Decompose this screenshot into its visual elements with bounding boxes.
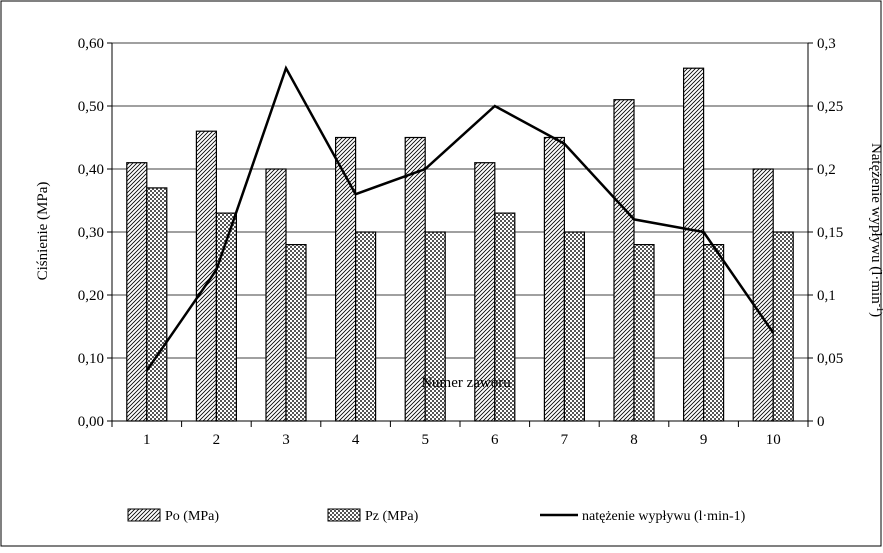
legend-item-pz: Pz (MPa) (327, 508, 419, 524)
y-tick-label: 0,20 (78, 288, 104, 304)
bar-pz (146, 187, 168, 422)
x-tick-label: 4 (352, 432, 360, 448)
bar-po (752, 168, 774, 422)
bar-pz (633, 244, 655, 422)
bar-pz (772, 231, 794, 422)
bars (126, 67, 794, 422)
y2-axis-label: Natężenie wypływu (l·min-1) (868, 143, 883, 317)
x-tick-label: 6 (491, 432, 499, 448)
legend-swatch-pz (327, 508, 361, 522)
y2-tick-label: 0,3 (817, 36, 836, 52)
line-series (145, 65, 775, 372)
bar-po (265, 168, 287, 422)
axes: 0,00 0,10 0,20 0,30 0,40 0,50 0,60 0 0,05 0,1 0,15… (78, 36, 844, 448)
legend-item-flow: natężenie wypływu (l·min-1) (540, 509, 746, 524)
bar-pz (285, 244, 307, 422)
y2-tick-label: 0,15 (817, 225, 843, 241)
x-tick-label: 9 (700, 432, 708, 448)
bar-pz (355, 231, 377, 422)
x-tick-label: 2 (213, 432, 221, 448)
y-tick-label: 0,10 (78, 351, 104, 367)
y2-axis-label-main: Natężenie wypływu (l·min (868, 143, 883, 304)
legend-swatch-po (127, 508, 161, 522)
bar-pz (702, 244, 725, 422)
x-tick-label: 3 (282, 432, 290, 448)
x-tick-label: 5 (421, 432, 429, 448)
bar-po (613, 99, 635, 422)
legend: Po (MPa) Pz (MPa) natężenie wypływu (l·m… (127, 508, 746, 524)
y2-axis-label-sup: -1 (874, 304, 883, 312)
x-tick-label: 7 (561, 432, 569, 448)
y-axis-label: Ciśnienie (MPa) (35, 182, 51, 281)
legend-label-po: Po (MPa) (165, 509, 219, 524)
x-tick-label: 10 (766, 432, 781, 448)
x-tick-label: 1 (143, 432, 151, 448)
bar-po (682, 67, 705, 422)
y2-tick-label: 0,2 (817, 162, 836, 178)
bar-po (335, 136, 357, 422)
line-flow (145, 65, 775, 372)
bar-po (126, 162, 148, 422)
x-tick-label: 8 (630, 432, 638, 448)
y2-tick-label: 0,05 (817, 351, 843, 367)
bar-pz (563, 231, 586, 422)
y2-axis-label-end: ) (868, 312, 883, 317)
y-tick-label: 0,30 (78, 225, 104, 241)
legend-label-pz: Pz (MPa) (365, 509, 419, 524)
legend-label-flow: natężenie wypływu (l·min-1) (582, 509, 746, 524)
y-tick-label: 0,40 (78, 162, 104, 178)
x-axis-label: Numer zaworu (421, 375, 511, 391)
y2-tick-label: 0,1 (817, 288, 836, 304)
bar-pz (424, 231, 446, 422)
bar-po (543, 136, 566, 422)
y-tick-label: 0,60 (78, 36, 104, 52)
y2-tick-label: 0 (817, 414, 825, 430)
y-tick-label: 0,00 (78, 414, 104, 430)
y-tick-label: 0,50 (78, 99, 104, 115)
legend-item-po: Po (MPa) (127, 508, 219, 524)
y2-tick-label: 0,25 (817, 99, 843, 115)
